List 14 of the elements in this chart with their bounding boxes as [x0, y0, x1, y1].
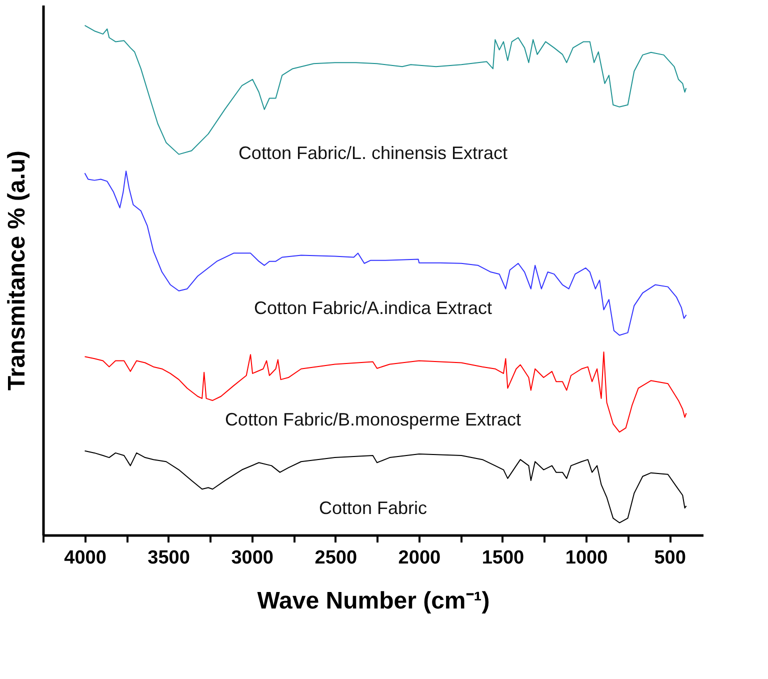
- x-axis-title: Wave Number (cm⁻¹): [257, 588, 490, 614]
- x-tick-label: 500: [654, 548, 686, 568]
- x-tick-label: 2500: [314, 548, 358, 568]
- x-tick-label: 4000: [64, 548, 106, 568]
- x-tick-label: 3000: [231, 548, 274, 568]
- series-label: Cotton Fabric/B.monosperme Extract: [224, 409, 522, 430]
- x-tick-label: 1000: [565, 548, 608, 568]
- x-tick-label: 2000: [398, 548, 441, 568]
- series-label: Cotton Fabric/L. chinensis Extract: [238, 142, 508, 163]
- x-tick-label: 3500: [148, 548, 190, 568]
- text: Cotton Fabric: [318, 498, 428, 518]
- series-label: Cotton Fabric/A.indica Extract: [254, 298, 492, 318]
- y-axis-title: Transmitance % (a.u): [4, 150, 30, 391]
- x-tick-label: 1500: [482, 548, 524, 568]
